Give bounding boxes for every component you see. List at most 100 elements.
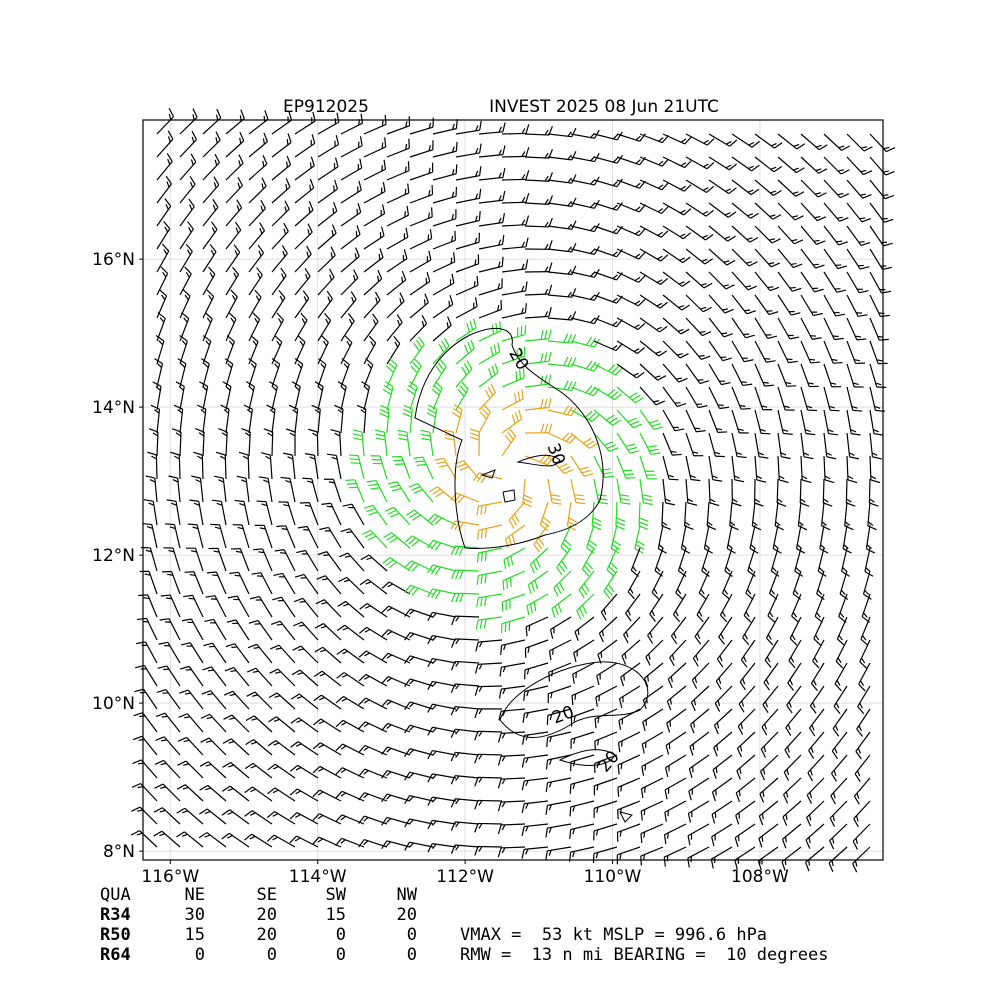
barb-flag bbox=[455, 569, 460, 580]
table-cell: R50 bbox=[100, 925, 131, 945]
wind-barb bbox=[651, 570, 664, 600]
barb-flag bbox=[386, 607, 393, 612]
barb-flag bbox=[227, 363, 233, 369]
wind-barb bbox=[740, 639, 756, 668]
barb-flag bbox=[198, 808, 208, 815]
barb-shaft bbox=[275, 740, 296, 756]
wind-barb bbox=[616, 340, 646, 355]
barb-flag bbox=[340, 815, 346, 821]
barb-flag bbox=[862, 194, 872, 199]
barb-flag bbox=[723, 260, 730, 263]
barb-shaft bbox=[754, 156, 775, 173]
barb-flag bbox=[525, 215, 530, 225]
barb-flag bbox=[741, 700, 745, 707]
barb-flag bbox=[250, 741, 257, 745]
wind-barb bbox=[777, 202, 804, 221]
wind-barb bbox=[639, 409, 664, 431]
barb-flag bbox=[387, 481, 398, 485]
barb-flag bbox=[155, 386, 161, 391]
wind-barb bbox=[618, 708, 641, 730]
wind-barb bbox=[243, 404, 253, 434]
barb-flag bbox=[210, 249, 215, 256]
wind-barb bbox=[719, 593, 733, 623]
wind-barb bbox=[474, 799, 503, 810]
wind-barb bbox=[685, 409, 706, 433]
barb-flag bbox=[266, 404, 276, 410]
wind-barb bbox=[616, 363, 645, 379]
barb-flag bbox=[313, 670, 323, 677]
wind-barb bbox=[248, 358, 257, 388]
barb-flag bbox=[616, 154, 623, 164]
barb-flag bbox=[240, 109, 245, 119]
barb-flag bbox=[144, 573, 151, 576]
barb-flag bbox=[620, 785, 623, 792]
barb-flag bbox=[427, 658, 433, 668]
wind-barb bbox=[708, 317, 733, 338]
barb-flag bbox=[678, 281, 685, 285]
barb-flag bbox=[798, 525, 808, 531]
barb-flag bbox=[700, 306, 707, 310]
barb-flag bbox=[181, 312, 190, 320]
wind-barb bbox=[781, 823, 802, 849]
barb-flag bbox=[432, 774, 437, 780]
barb-flag bbox=[550, 692, 553, 699]
wind-barb bbox=[664, 754, 687, 777]
barb-flag bbox=[498, 711, 502, 721]
barb-flag bbox=[409, 512, 418, 519]
wind-barb bbox=[404, 771, 434, 781]
wind-barb bbox=[363, 159, 387, 181]
barb-flag bbox=[409, 633, 415, 639]
barb-flag bbox=[213, 550, 220, 553]
wind-barb bbox=[823, 455, 835, 484]
wind-barb bbox=[272, 596, 296, 618]
barb-flag bbox=[612, 419, 621, 426]
barb-flag bbox=[711, 836, 715, 847]
barb-flag bbox=[593, 338, 600, 348]
barb-flag bbox=[203, 642, 213, 647]
barb-flag bbox=[257, 244, 265, 254]
barb-flag bbox=[366, 508, 376, 513]
barb-flag bbox=[147, 451, 157, 456]
wind-barb bbox=[218, 428, 228, 457]
barb-flag bbox=[218, 479, 225, 483]
barb-flag bbox=[693, 699, 697, 706]
barb-flag bbox=[192, 526, 199, 530]
barb-flag bbox=[638, 275, 646, 283]
wind-barb bbox=[261, 452, 273, 480]
barb-flag bbox=[806, 405, 813, 409]
barb-flag bbox=[299, 600, 306, 603]
barb-flag bbox=[649, 419, 659, 424]
barb-flag bbox=[353, 274, 356, 281]
wind-barb bbox=[451, 404, 463, 434]
barb-flag bbox=[389, 484, 400, 489]
barb-flag bbox=[322, 578, 329, 581]
barb-flag bbox=[427, 843, 433, 853]
wind-barb bbox=[308, 428, 319, 457]
wind-barb bbox=[348, 454, 365, 480]
barb-flag bbox=[459, 385, 467, 394]
wind-barb bbox=[738, 685, 756, 713]
barb-flag bbox=[336, 672, 345, 679]
barb-flag bbox=[650, 452, 661, 455]
wind-barb bbox=[639, 432, 661, 455]
wind-barb bbox=[800, 294, 823, 317]
wind-barb bbox=[179, 176, 196, 204]
wind-barb bbox=[570, 708, 595, 727]
barb-flag bbox=[363, 699, 370, 704]
barb-flag bbox=[158, 340, 164, 346]
barb-flag bbox=[563, 333, 569, 343]
barb-flag bbox=[548, 672, 551, 682]
wind-barb bbox=[160, 594, 181, 618]
wind-barb bbox=[476, 547, 503, 563]
wind-barb bbox=[251, 572, 273, 595]
wind-barb bbox=[157, 665, 181, 687]
barb-shaft bbox=[141, 735, 158, 756]
wind-barb bbox=[569, 777, 595, 794]
wind-barb bbox=[800, 133, 828, 151]
barb-flag bbox=[809, 358, 815, 361]
barb-flag bbox=[388, 561, 398, 569]
wind-barb bbox=[409, 250, 432, 273]
barb-flag bbox=[809, 792, 813, 799]
wind-barb bbox=[427, 635, 457, 645]
wind-barb bbox=[800, 317, 822, 340]
